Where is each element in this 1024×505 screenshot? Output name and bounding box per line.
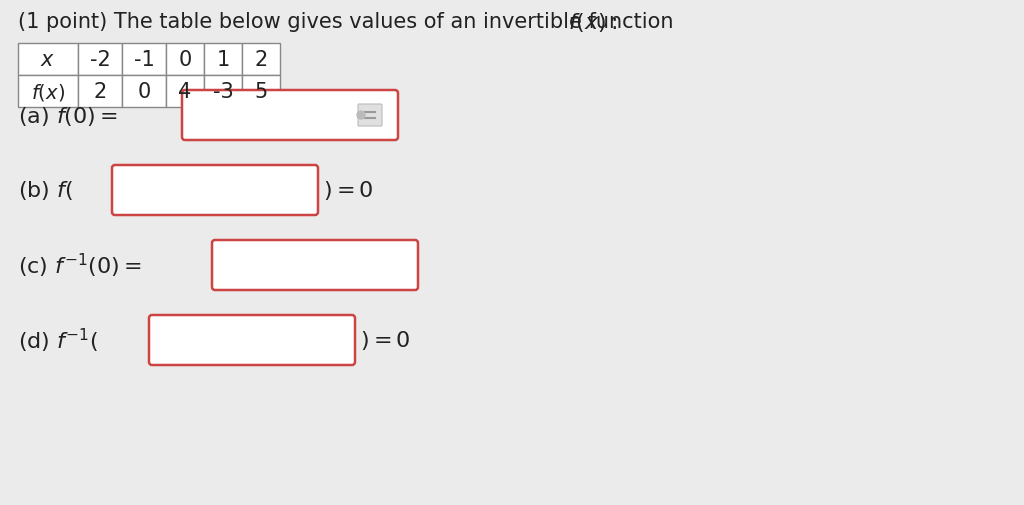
Text: 5: 5	[254, 82, 267, 102]
Text: (d) $f^{-1}($: (d) $f^{-1}($	[18, 326, 98, 355]
Text: 0: 0	[137, 82, 151, 102]
Text: (1 point) The table below gives values of an invertible function: (1 point) The table below gives values o…	[18, 12, 680, 32]
Bar	[78, 76, 122, 108]
FancyBboxPatch shape	[182, 91, 398, 141]
FancyBboxPatch shape	[358, 105, 382, 127]
Bar	[242, 44, 280, 76]
Text: $)= 0$: $)= 0$	[323, 179, 374, 202]
Bar	[78, 44, 122, 76]
Bar	[204, 76, 242, 108]
Text: -2: -2	[90, 50, 111, 70]
Text: 2: 2	[254, 50, 267, 70]
Bar	[166, 76, 204, 108]
Circle shape	[357, 112, 365, 120]
Text: $x$: $x$	[41, 50, 55, 70]
FancyBboxPatch shape	[112, 166, 318, 216]
Text: 2: 2	[93, 82, 106, 102]
Text: $f(x):$: $f(x):$	[568, 11, 617, 33]
Text: $f(x)$: $f(x)$	[31, 81, 65, 103]
Text: (b) $f($: (b) $f($	[18, 179, 74, 202]
Text: (a) $f(0) =$: (a) $f(0) =$	[18, 105, 118, 127]
Text: -3: -3	[213, 82, 233, 102]
Bar	[204, 44, 242, 76]
Bar	[122, 76, 166, 108]
Bar	[18, 76, 78, 108]
Bar	[122, 44, 166, 76]
Text: (c) $f^{-1}(0) =$: (c) $f^{-1}(0) =$	[18, 251, 141, 280]
FancyBboxPatch shape	[212, 240, 418, 290]
Text: $)= 0$: $)= 0$	[360, 329, 411, 352]
FancyBboxPatch shape	[150, 316, 355, 365]
Bar	[242, 76, 280, 108]
Text: -1: -1	[133, 50, 155, 70]
Text: 0: 0	[178, 50, 191, 70]
Text: 4: 4	[178, 82, 191, 102]
Bar	[166, 44, 204, 76]
Text: 1: 1	[216, 50, 229, 70]
Bar	[18, 44, 78, 76]
